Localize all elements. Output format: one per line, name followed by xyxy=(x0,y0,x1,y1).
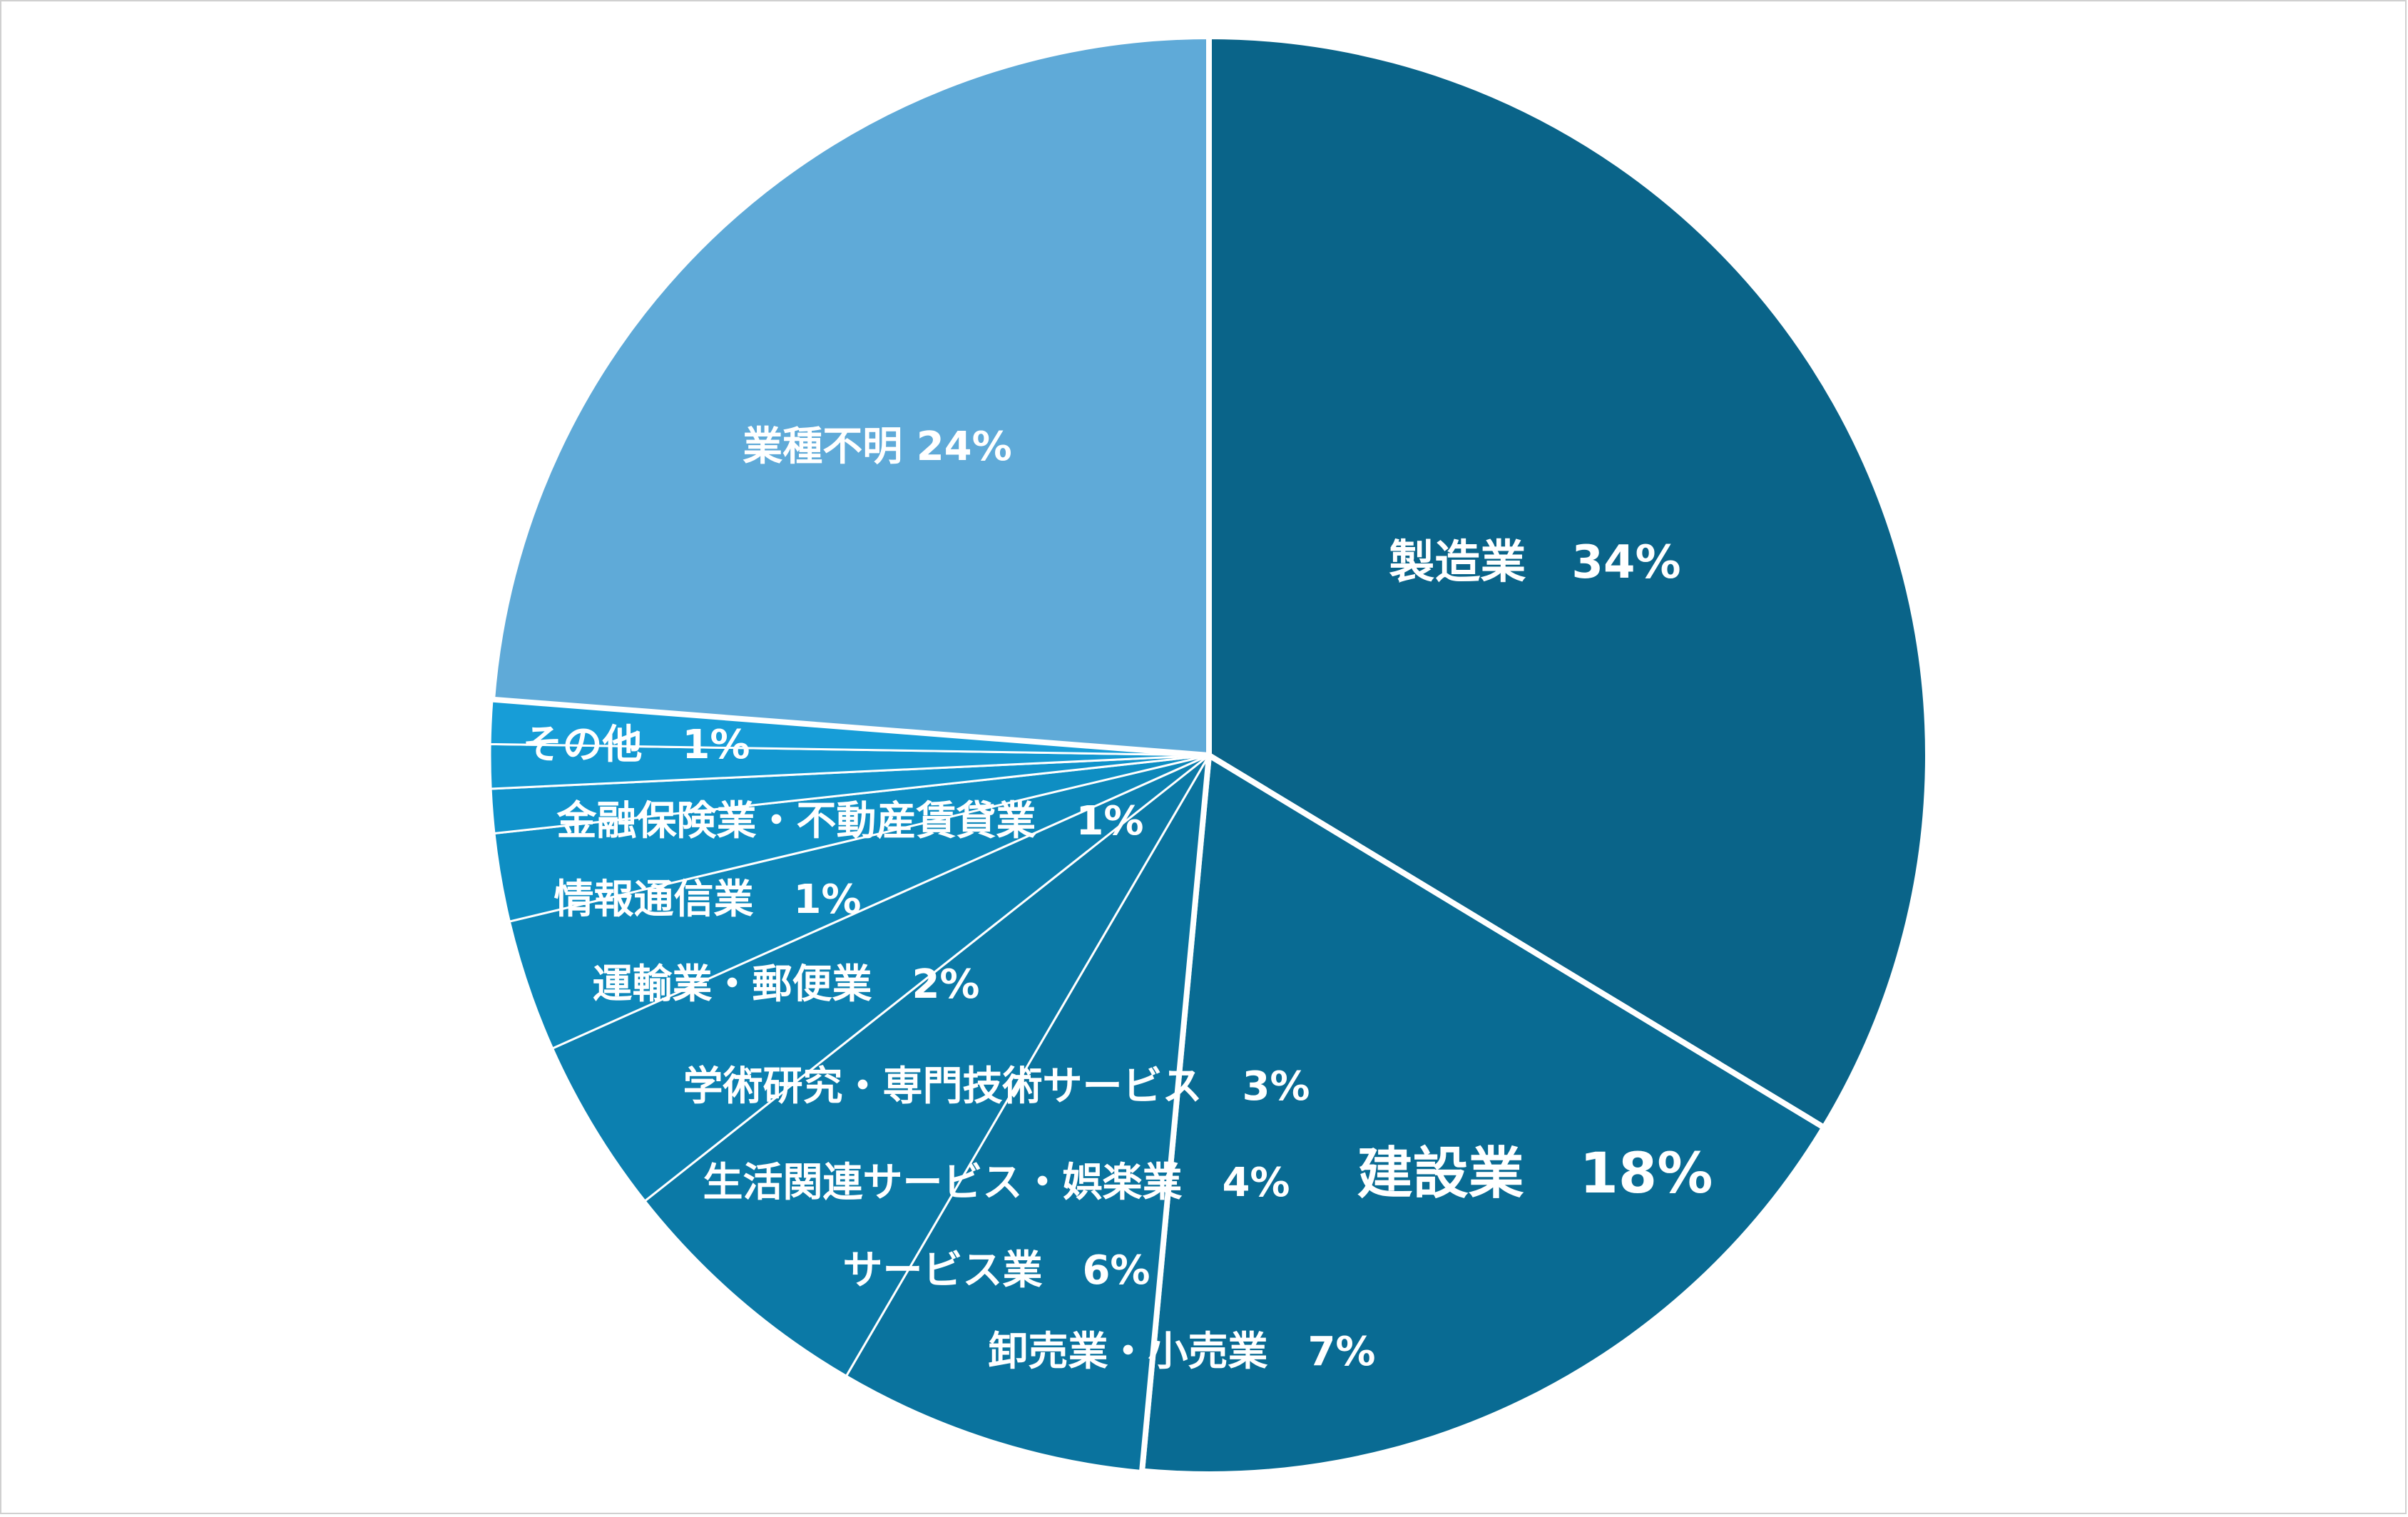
slice-label-value: 18% xyxy=(1580,1142,1713,1206)
slice-label-value: 3% xyxy=(1242,1063,1310,1110)
slice-label-name: 運輸業・郵便業 xyxy=(592,961,872,1008)
pie-slice-4 xyxy=(643,754,1210,1377)
slices-layer xyxy=(489,34,1931,1477)
pie-slice-2 xyxy=(1139,752,1827,1477)
slice-label-8: 情報通信業 1% xyxy=(553,877,861,923)
slice-label-value: 34% xyxy=(1571,536,1680,589)
slice-label-value: 1% xyxy=(793,877,861,923)
slice-label-name: 卸売業・小売業 xyxy=(988,1329,1267,1375)
pie-slice-5 xyxy=(551,754,1210,1202)
slice-separator-2 xyxy=(1207,752,1826,1130)
slice-label-5: 生活関連サービス・娯楽業 4% xyxy=(703,1160,1290,1206)
slice-label-value: 4% xyxy=(1222,1160,1290,1206)
labels-layer: 製造業 34% 建設業 18% 卸売業・小売業 7% サービス業 6% 生活関連サービス… xyxy=(522,424,1713,1375)
slice-label-name: 生活関連サービス・娯楽業 xyxy=(703,1160,1182,1206)
slice-label-value: 1% xyxy=(682,722,750,768)
slice-label-name: サービス業 xyxy=(842,1247,1042,1294)
slice-label-value: 6% xyxy=(1082,1247,1150,1294)
slice-label-10: その他 1% xyxy=(522,722,750,768)
slice-label-value: 24% xyxy=(917,424,1012,470)
slice-label-2: 建設業 18% xyxy=(1357,1142,1713,1206)
slice-label-7: 運輸業・郵便業 2% xyxy=(592,961,979,1008)
slice-label-11: 業種不明 24% xyxy=(743,424,1012,470)
slice-label-9: 金融保険業・不動産賃貸業 1% xyxy=(556,798,1143,844)
slice-separator-3 xyxy=(1139,755,1212,1471)
slice-label-name: 情報通信業 xyxy=(553,877,753,923)
slice-label-name: 業種不明 xyxy=(743,424,902,470)
pie-slice-1 xyxy=(1206,34,1931,1130)
slice-label-name: 建設業 xyxy=(1357,1142,1524,1206)
slice-label-name: 製造業 xyxy=(1389,536,1526,589)
slice-label-6: 学術研究・専門技術サービス 3% xyxy=(683,1063,1310,1110)
slice-label-3: 卸売業・小売業 7% xyxy=(988,1329,1375,1375)
slice-label-value: 1% xyxy=(1076,798,1143,844)
slice-label-4: サービス業 6% xyxy=(842,1247,1150,1294)
slice-label-value: 2% xyxy=(912,961,979,1008)
slice-label-name: 学術研究・専門技術サービス xyxy=(683,1063,1202,1110)
pie-slice-11 xyxy=(489,34,1212,758)
slice-label-name: 金融保険業・不動産賃貸業 xyxy=(556,798,1036,844)
slice-label-value: 7% xyxy=(1307,1329,1375,1375)
slice-label-1: 製造業 34% xyxy=(1389,536,1680,589)
slice-label-name: その他 xyxy=(522,722,642,768)
pie-slice-3 xyxy=(845,754,1210,1473)
